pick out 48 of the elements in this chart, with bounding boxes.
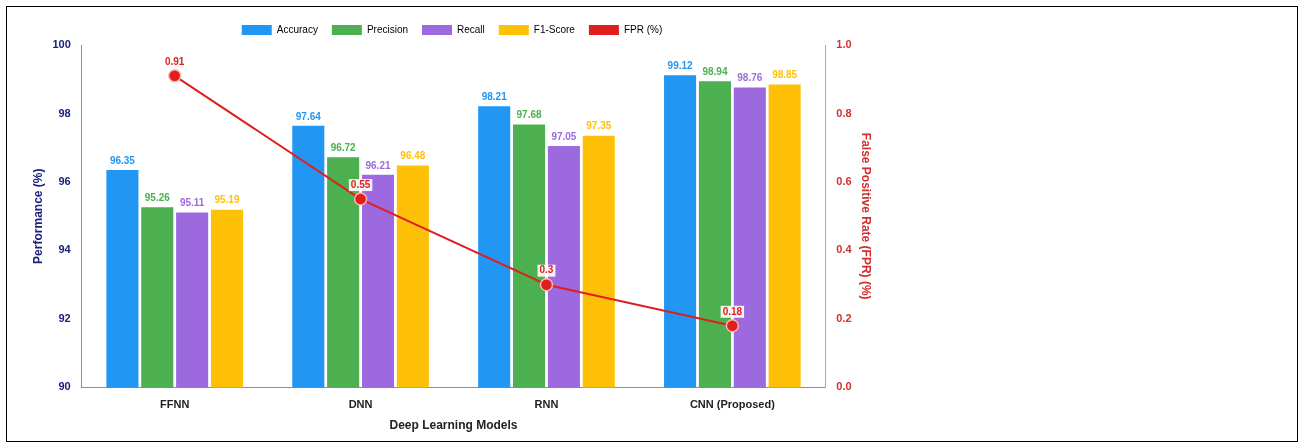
x-axis-title: Deep Learning Models <box>389 418 518 433</box>
data-label: 96.35 <box>109 154 136 166</box>
y-tick-label: 96 <box>58 174 71 187</box>
y2-tick-label: 0.2 <box>836 311 852 324</box>
x-tick-label: RNN <box>534 398 559 411</box>
x-tick-label: DNN <box>348 398 373 411</box>
data-label: 97.05 <box>551 130 577 142</box>
point <box>725 319 740 333</box>
data-label: 0.91 <box>164 55 185 67</box>
point <box>539 277 554 292</box>
y2-tick-label: 0.4 <box>836 243 853 256</box>
y2-tick-label: 0.0 <box>836 380 852 393</box>
legend-label: FPR (%) <box>623 23 663 35</box>
x-tick-label: CNN (Proposed) <box>689 398 776 411</box>
data-label: 95.11 <box>179 197 205 209</box>
x-tick-label: FFNN <box>160 398 190 411</box>
y2-tick-label: 1.0 <box>836 38 852 51</box>
y2-tick-label: 0.6 <box>836 174 852 187</box>
data-label: 98.21 <box>481 91 508 103</box>
data-label: 0.55 <box>350 178 371 190</box>
data-label: 96.72 <box>330 142 357 154</box>
y-tick-label: 90 <box>58 380 71 393</box>
data-label: 96.48 <box>400 150 426 162</box>
data-label: 0.3 <box>539 264 554 276</box>
y-tick-label: 92 <box>58 311 71 324</box>
y-tick-label: 94 <box>58 243 72 256</box>
data-label: 98.76 <box>737 72 763 84</box>
data-label: 96.21 <box>365 159 391 171</box>
data-label: 97.64 <box>295 110 322 122</box>
y-tick-label: 98 <box>58 106 71 119</box>
y2-tick-label: 0.8 <box>836 106 852 119</box>
y-axis-title: Performance (%) <box>30 168 45 264</box>
legend-label: F1-Score <box>533 23 576 35</box>
data-label: 98.85 <box>772 69 798 81</box>
data-label: 95.26 <box>144 192 171 204</box>
point <box>167 69 182 83</box>
y2-axis-title: False Positive Rate (FPR) (%) <box>859 132 874 300</box>
data-label: 97.35 <box>586 120 612 132</box>
data-label: 97.68 <box>516 109 542 121</box>
data-label: 99.12 <box>667 59 694 71</box>
data-label: 95.19 <box>214 194 240 206</box>
legend-label: Recall <box>457 23 485 35</box>
legend-label: Precision <box>366 23 409 35</box>
y-tick-label: 100 <box>52 38 71 51</box>
point <box>353 192 368 206</box>
legend-label: Accuracy <box>276 23 318 35</box>
data-label: 0.18 <box>722 305 743 317</box>
data-label: 98.94 <box>702 66 728 78</box>
